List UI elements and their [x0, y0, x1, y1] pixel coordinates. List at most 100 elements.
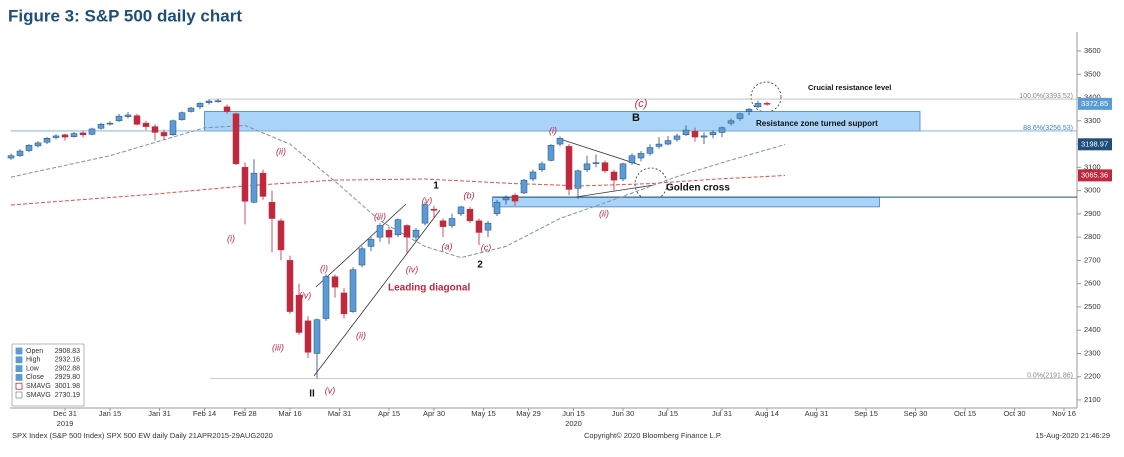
candle-body: [493, 201, 501, 215]
candle-body: [7, 155, 15, 159]
candle-body: [457, 206, 465, 215]
annotation: 1: [433, 181, 439, 192]
year-label: 2019: [57, 419, 74, 428]
x-tick-label: Jan 31: [148, 409, 171, 418]
candle-body: [232, 113, 240, 165]
legend-value: 2908.83: [55, 348, 80, 355]
legend-swatch: [15, 382, 23, 390]
candle-body: [250, 172, 258, 203]
copyright: Copyright© 2020 Bloomberg Finance L.P.: [584, 431, 722, 440]
candle-body: [178, 112, 186, 120]
annotation: (ii): [599, 208, 609, 218]
x-tick-label: May 15: [471, 409, 496, 418]
x-tick-label: Sep 15: [854, 409, 878, 418]
candle-body: [367, 239, 375, 247]
price-tag: [1078, 97, 1112, 110]
annotation: (ii): [356, 330, 366, 340]
candle-body: [583, 163, 591, 170]
annotation: (v): [325, 385, 336, 395]
price-tag-label: 3198.97: [1081, 139, 1108, 148]
annotation: (ii): [276, 146, 286, 156]
timestamp: 15-Aug-2020 21:46:29: [1035, 431, 1110, 440]
y-tick-label: 2300: [1084, 348, 1101, 357]
legend: Open 2908.83 High 2932.16 Low 2902.88 Close 292…: [11, 343, 85, 407]
source: SPX Index (S&P 500 Index) SPX 500 EW dai…: [12, 431, 273, 440]
candle-body: [727, 120, 735, 124]
candle-body: [349, 269, 357, 312]
candle-body: [43, 138, 51, 143]
candle-body: [466, 208, 474, 222]
candle-body: [538, 163, 546, 170]
price-tag: [1078, 169, 1112, 182]
candle-body: [133, 115, 141, 125]
candle-body: [664, 140, 672, 145]
x-tick-label: Oct 30: [1003, 409, 1025, 418]
candle-body: [88, 128, 96, 135]
legend-label: SMAVG: [26, 383, 51, 390]
annotation: Leading diagonal: [388, 283, 470, 294]
annotation: Resistance zone turned support: [756, 119, 878, 128]
candle-body: [61, 134, 69, 138]
x-tick-label: Feb 14: [193, 409, 216, 418]
annotation: (c): [481, 242, 492, 252]
x-tick-label: May 29: [516, 409, 541, 418]
y-tick-label: 2900: [1084, 209, 1101, 218]
candle-body: [754, 103, 762, 108]
candle-body: [268, 201, 276, 219]
candle-body: [718, 127, 726, 133]
candle-body: [448, 218, 456, 226]
candle-body: [439, 220, 447, 227]
x-tick-label: Mar 31: [328, 409, 351, 418]
y-tick-label: 3600: [1084, 46, 1101, 55]
candle-body: [196, 103, 204, 108]
candle-body: [241, 167, 249, 202]
x-tick-label: Feb 28: [233, 409, 256, 418]
candle-body: [484, 222, 492, 231]
annotation: (a): [442, 241, 453, 251]
x-tick-label: Nov 16: [1052, 409, 1076, 418]
x-tick-label: Jul 31: [712, 409, 732, 418]
level-label: 0.0%(2191.86): [1027, 372, 1073, 379]
y-tick-label: 2800: [1084, 232, 1101, 241]
candle-body: [277, 220, 285, 251]
background-layer: 100.0%(3393.52) 88.6%(3256.53) 0.0%(2191.8…: [11, 93, 1077, 379]
x-tick-label: Jul 15: [658, 409, 678, 418]
annotation: (i): [549, 125, 557, 135]
candle-body: [142, 122, 150, 127]
candle-body: [79, 132, 87, 136]
candle-body: [223, 106, 231, 112]
legend-swatch: [15, 373, 23, 381]
candle-body: [403, 225, 411, 238]
legend-value: 2932.16: [55, 357, 80, 364]
candle-body: [619, 163, 627, 180]
candle-body: [322, 276, 330, 319]
x-tick-label: Mar 16: [278, 409, 301, 418]
candle-body: [52, 135, 60, 138]
candle-body: [412, 229, 420, 238]
candle-body: [763, 103, 771, 105]
candle-body: [205, 100, 213, 103]
candle-body: [556, 138, 564, 145]
candle-body: [700, 135, 708, 138]
chart-title: Figure 3: S&P 500 daily chart: [8, 6, 242, 25]
candle-body: [259, 172, 267, 197]
moving-average: [10, 175, 786, 206]
annotation: Golden cross: [666, 183, 730, 194]
y-tick-label: 2600: [1084, 279, 1101, 288]
x-tick-label: Apr 30: [423, 409, 445, 418]
candle-body: [331, 276, 339, 288]
candle-body: [187, 107, 195, 112]
y-tick-label: 3300: [1084, 116, 1101, 125]
candle-body: [547, 144, 555, 161]
candle-body: [565, 146, 573, 190]
annotation: 2: [477, 260, 483, 271]
price-tag-label: 3065.36: [1081, 170, 1108, 179]
legend-label: High: [26, 357, 41, 364]
x-tick-label: Aug 31: [805, 409, 829, 418]
candle-body: [151, 126, 159, 133]
annotation: (iii): [272, 342, 284, 352]
legend-label: Close: [26, 374, 44, 381]
y-tick-label: 2200: [1084, 372, 1101, 381]
annotation: (c): [635, 98, 648, 110]
candle-body: [628, 155, 636, 163]
